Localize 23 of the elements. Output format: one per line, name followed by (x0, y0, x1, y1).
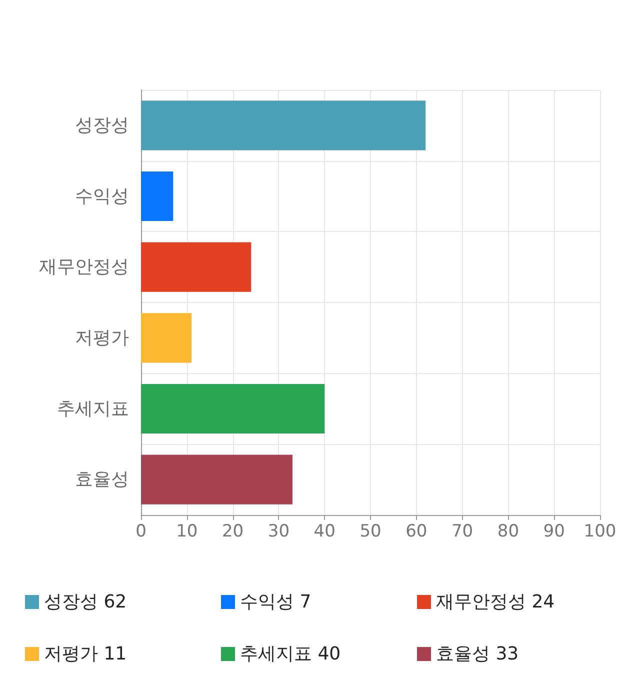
x-tick-label: 10 (176, 522, 198, 542)
x-tick-label: 40 (314, 522, 336, 542)
y-tick-label: 효율성 (75, 469, 129, 490)
y-tick-label: 저평가 (75, 327, 129, 348)
x-tick-label: 90 (543, 522, 565, 542)
x-tick-label: 60 (406, 522, 428, 542)
legend-label: 효율성 33 (436, 644, 519, 664)
x-tick-label: 30 (268, 522, 290, 542)
legend-label: 수익성 7 (240, 592, 312, 612)
x-tick-label: 50 (360, 522, 382, 542)
legend-label: 성장성 62 (44, 592, 127, 612)
y-tick-label: 재무안정성 (39, 256, 129, 278)
x-tick-label: 70 (451, 522, 474, 542)
legend-label: 저평가 11 (44, 644, 127, 664)
y-tick-label: 수익성 (75, 186, 129, 207)
y-tick-label: 성장성 (75, 114, 129, 136)
legend-label: 추세지표 40 (240, 644, 341, 664)
x-tick-label: 0 (136, 522, 146, 542)
x-tick-label: 20 (222, 522, 244, 542)
legend-label: 재무안정성 24 (436, 592, 555, 612)
y-tick-label: 추세지표 (57, 398, 129, 420)
x-tick-label: 100 (584, 522, 616, 542)
x-tick-label: 80 (497, 522, 520, 542)
